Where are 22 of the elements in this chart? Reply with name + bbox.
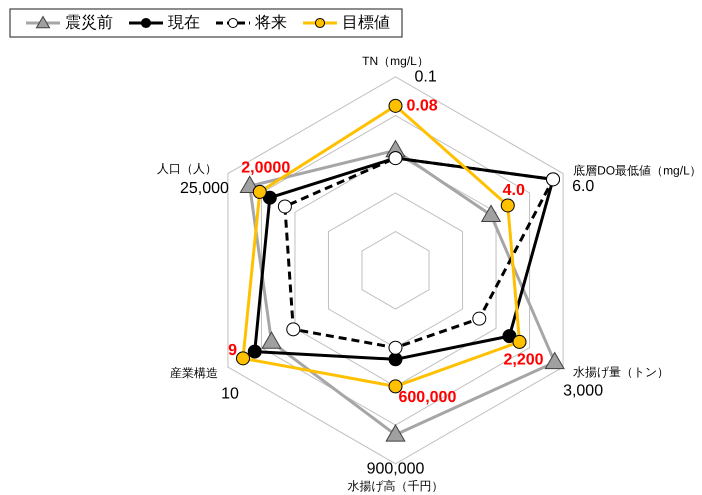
spoke-label: 水揚げ高（千円）	[348, 478, 444, 493]
text: 2,200	[503, 351, 544, 368]
spoke-label: 人口（人）	[156, 162, 217, 176]
text: 0.1	[414, 68, 437, 86]
text: 900,000	[366, 460, 425, 478]
text: 9	[228, 342, 238, 359]
spoke-label: 産業構造	[170, 366, 218, 380]
text: 2,0000	[241, 159, 290, 176]
legend-label: 震災前	[65, 14, 113, 32]
text: 10	[221, 386, 240, 403]
text: 3,000	[563, 382, 604, 400]
text: 600,000	[398, 388, 456, 406]
legend-label: 目標値	[342, 14, 390, 32]
text: 25,000	[180, 180, 230, 198]
spoke-label: 水揚げ量（トン）	[573, 365, 670, 380]
legend-label: 将来	[254, 14, 287, 32]
text: 0.08	[406, 97, 438, 114]
legend-label: 現在	[168, 14, 200, 32]
spoke-label: TN（mg/L）	[362, 54, 429, 68]
text: 4.0	[502, 182, 525, 199]
spoke-label: 底層DO最低値（mg/L）	[573, 164, 702, 178]
text: 6.0	[572, 178, 594, 196]
